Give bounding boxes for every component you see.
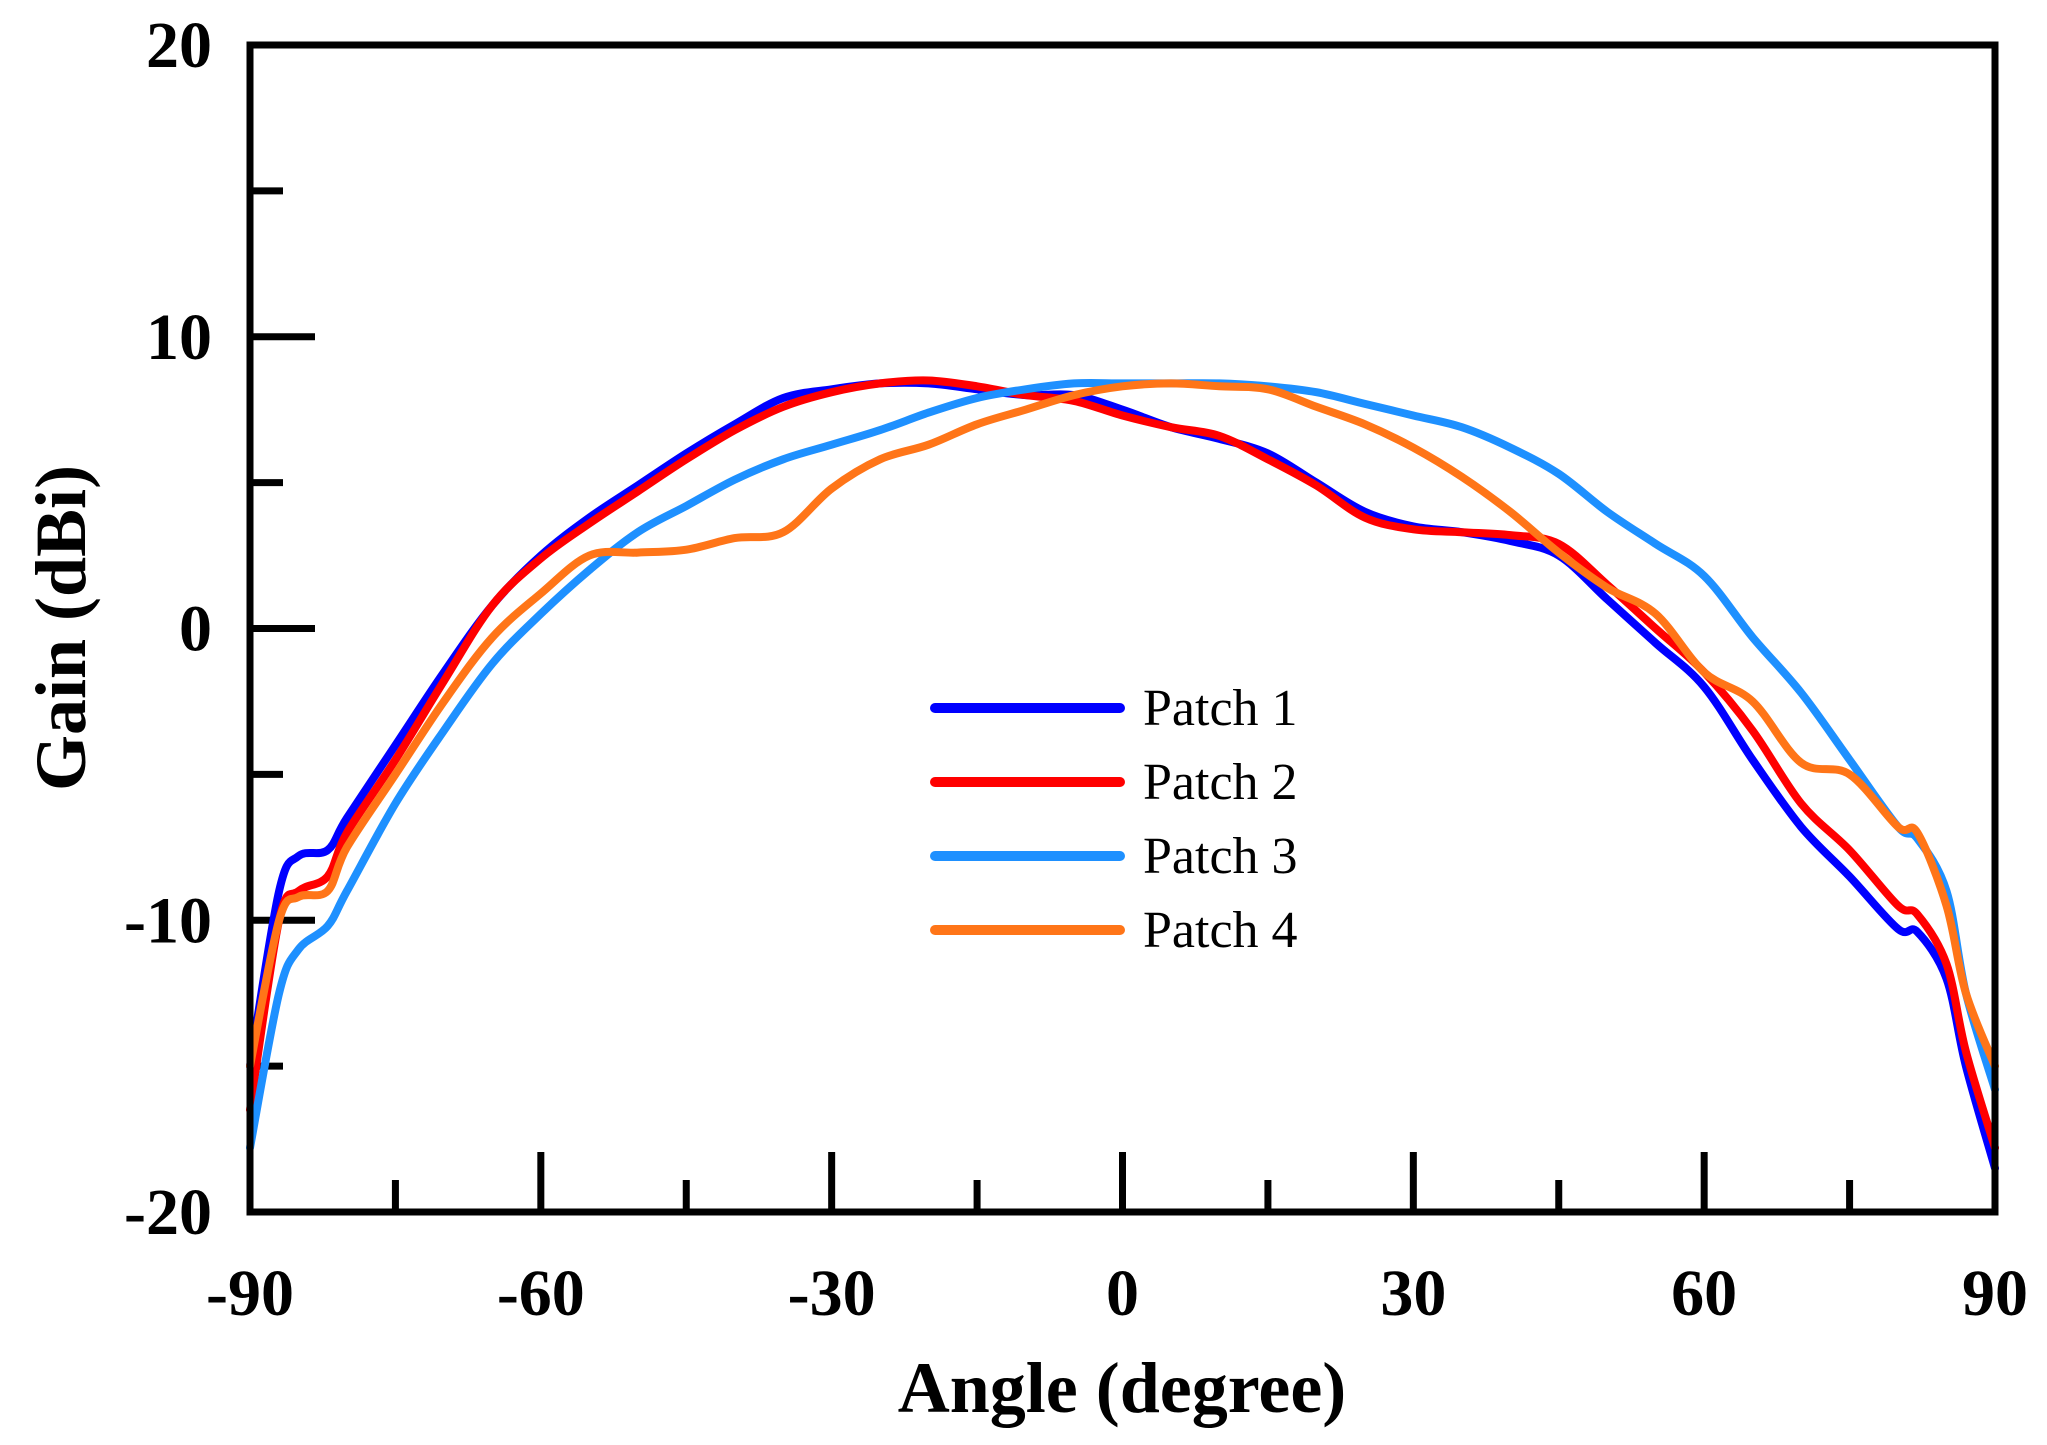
legend-label: Patch 4 bbox=[1143, 902, 1298, 959]
plot-frame bbox=[246, 41, 1999, 1216]
legend-label: Patch 2 bbox=[1143, 754, 1298, 811]
x-tick-labels: -90 -60 -30 0 30 60 90 bbox=[206, 1257, 2028, 1330]
legend-entry: Patch 3 bbox=[930, 828, 1298, 885]
x-tick-label: 30 bbox=[1380, 1257, 1446, 1330]
series-line-patch-2 bbox=[246, 376, 1999, 1152]
legend-label: Patch 3 bbox=[1143, 828, 1298, 885]
x-tick-label: 90 bbox=[1962, 1257, 2028, 1330]
x-tick-label: -60 bbox=[497, 1257, 585, 1330]
legend: Patch 1 Patch 2 Patch 3 Patch 4 bbox=[930, 680, 1298, 959]
x-axis-title: Angle (degree) bbox=[898, 1348, 1347, 1428]
y-tick-label: -10 bbox=[124, 884, 212, 957]
x-tick-label: -90 bbox=[206, 1257, 294, 1330]
axis-ticks bbox=[246, 41, 1999, 1216]
x-tick-label: -30 bbox=[788, 1257, 876, 1330]
y-tick-label: -20 bbox=[124, 1176, 212, 1249]
legend-entry: Patch 4 bbox=[930, 902, 1298, 959]
y-axis-title: Gain (dBi) bbox=[21, 465, 101, 791]
series-line-patch-4 bbox=[246, 379, 1999, 1071]
legend-entry: Patch 2 bbox=[930, 754, 1298, 811]
y-tick-label: 0 bbox=[179, 593, 212, 666]
x-tick-label: 60 bbox=[1671, 1257, 1737, 1330]
legend-label: Patch 1 bbox=[1143, 680, 1298, 737]
series-lines bbox=[246, 376, 1999, 1173]
series-line-patch-3 bbox=[246, 379, 1999, 1152]
legend-entry: Patch 1 bbox=[930, 680, 1298, 737]
y-tick-label: 10 bbox=[146, 301, 212, 374]
x-tick-label: 0 bbox=[1106, 1257, 1139, 1330]
series-line-patch-1 bbox=[246, 378, 1999, 1173]
y-tick-labels: -20 -10 0 10 20 bbox=[124, 9, 212, 1249]
y-tick-label: 20 bbox=[146, 9, 212, 82]
